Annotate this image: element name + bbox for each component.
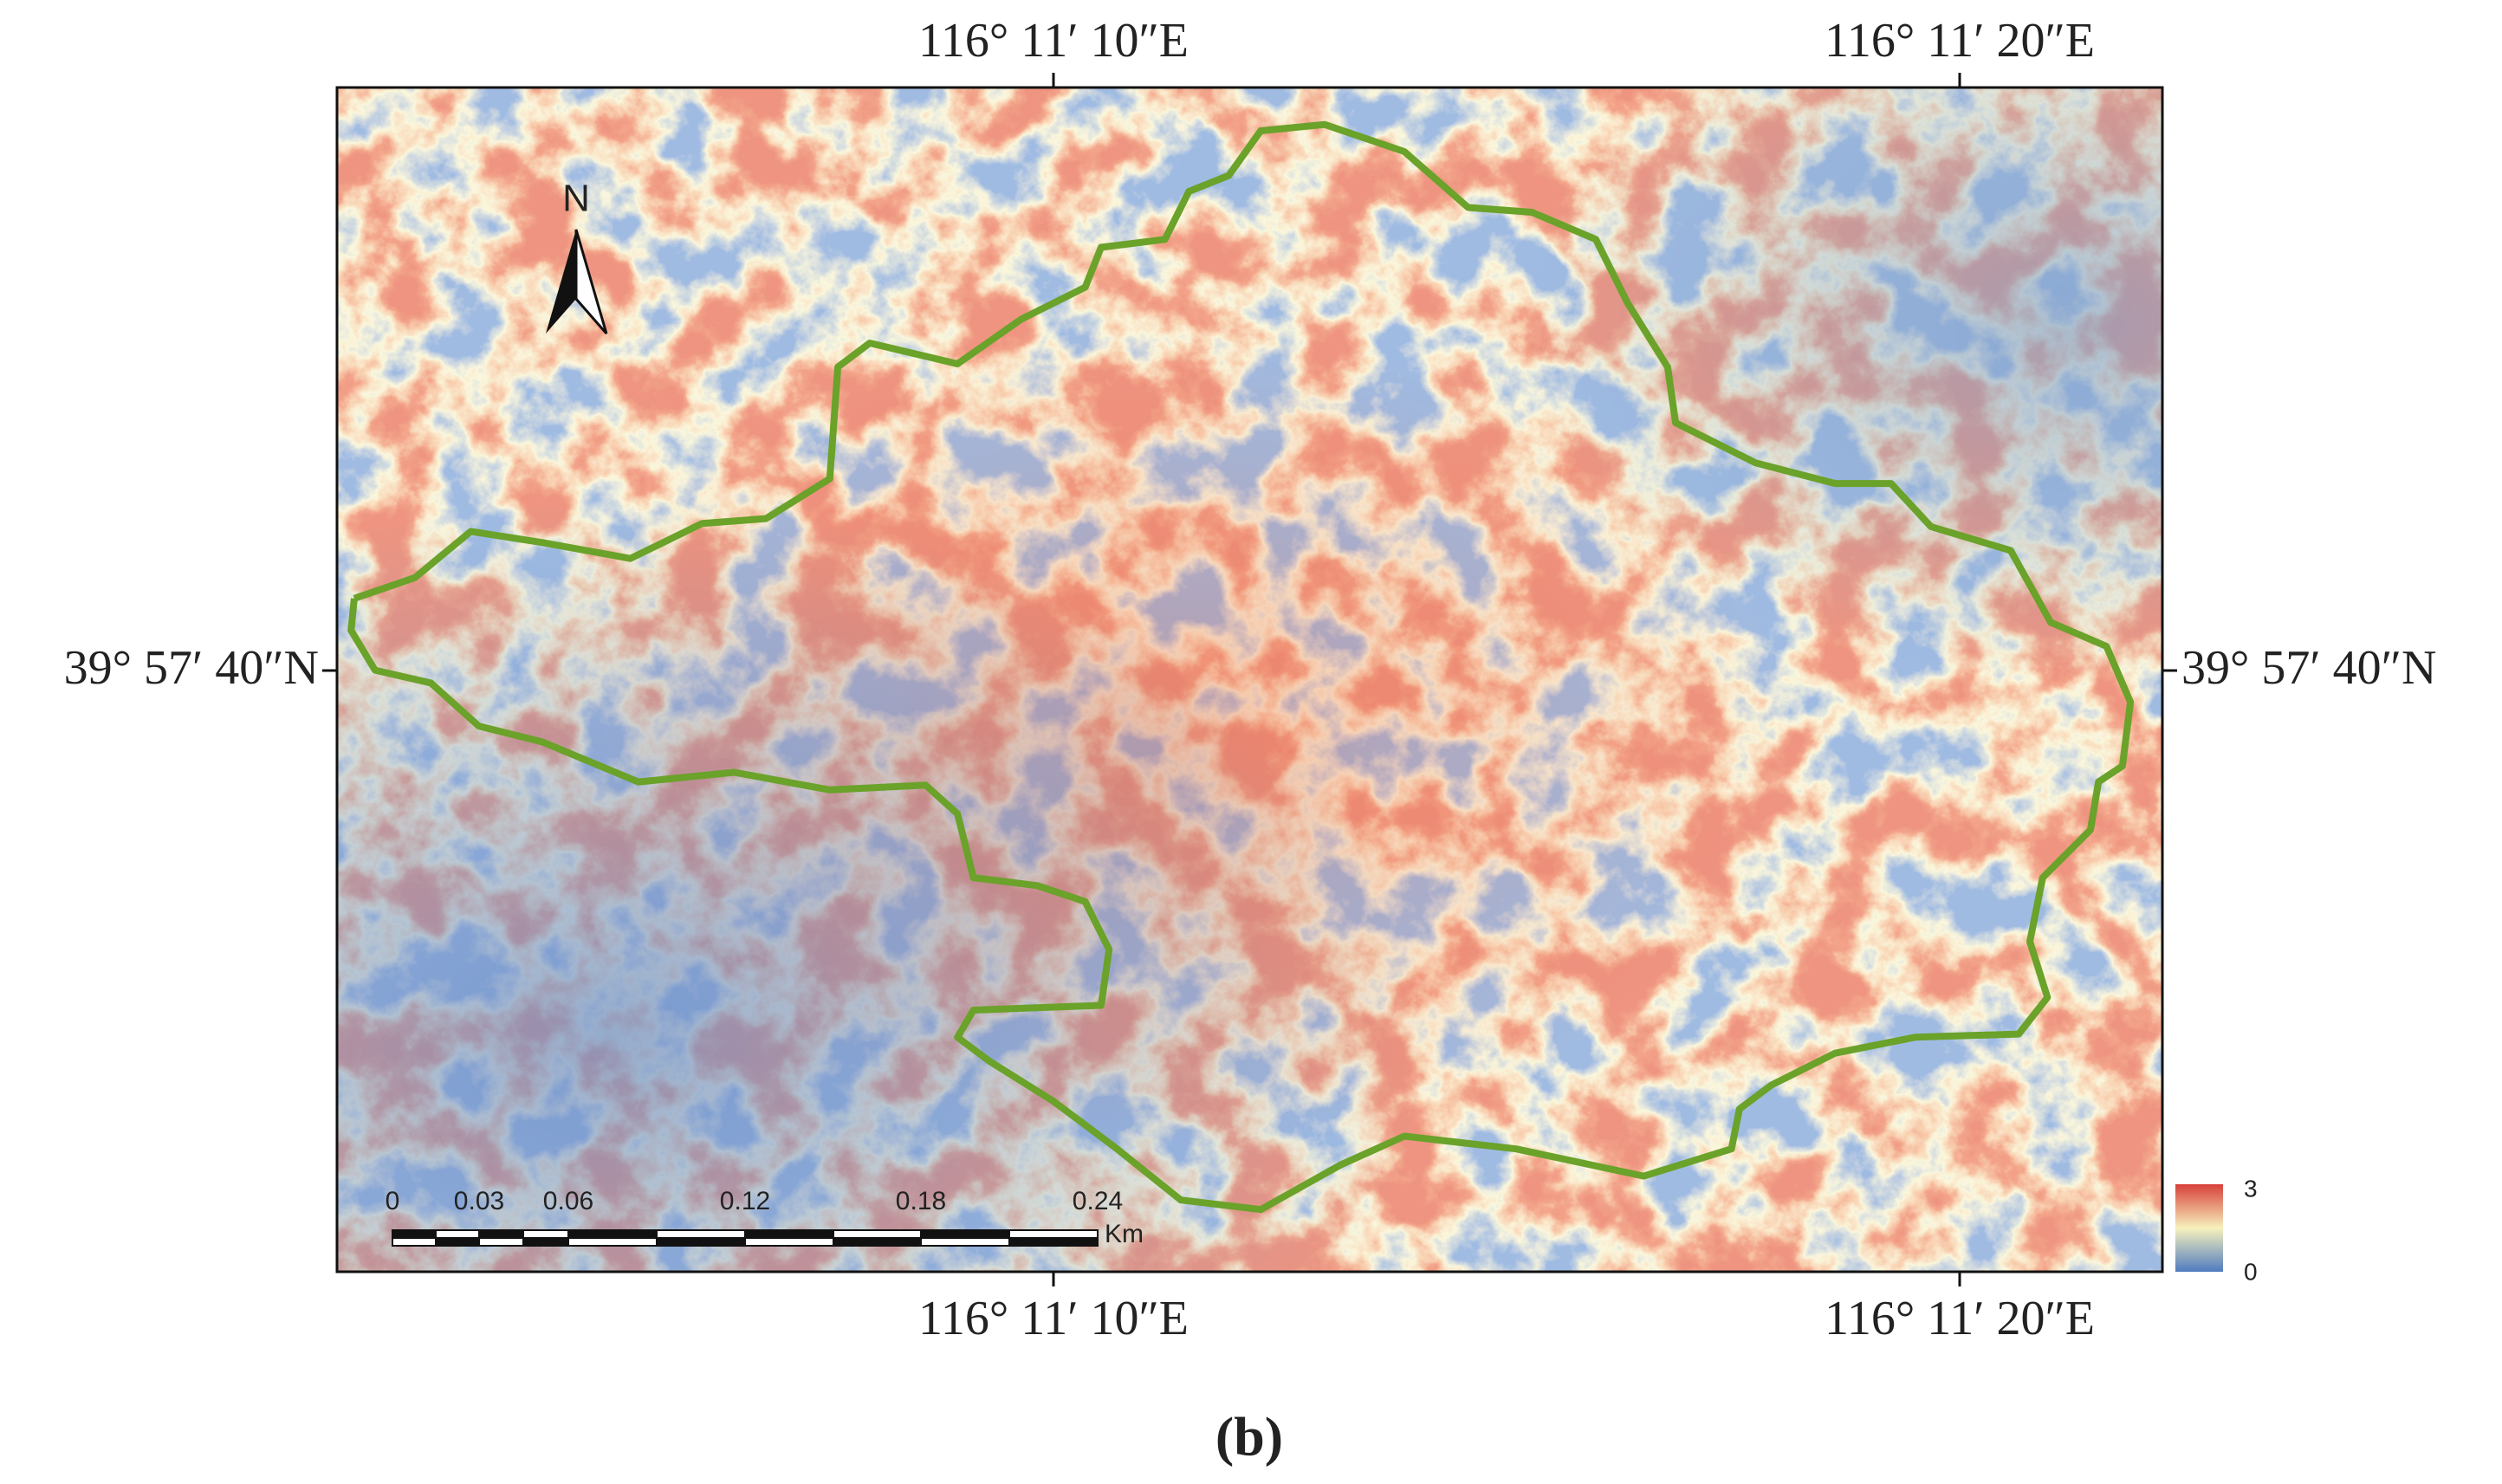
north-arrow: N: [546, 178, 608, 334]
scale-label: 0.06: [543, 1187, 593, 1215]
scale-label: 0.03: [454, 1187, 504, 1215]
scale-label: 0.24: [1073, 1187, 1123, 1215]
scale-segment: [392, 1229, 437, 1239]
scale-segment: [920, 1229, 1010, 1239]
legend-bar: [2175, 1184, 2223, 1272]
scale-segment: [656, 1229, 746, 1239]
caption: (b): [1215, 1406, 1283, 1468]
scale-segment: [1008, 1229, 1099, 1239]
scale-segment: [435, 1229, 480, 1239]
longitude-label: 116° 11′ 10″E: [918, 14, 1189, 68]
latitude-label: 39° 57′ 40″N: [2181, 641, 2436, 695]
scale-segment: [567, 1229, 658, 1239]
map-frame: [335, 86, 2164, 1273]
scale-segment: [478, 1237, 524, 1247]
scale-segment: [435, 1237, 480, 1247]
arrow-left: [546, 230, 576, 334]
arrow-right: [574, 229, 608, 334]
scale-segment: [522, 1229, 569, 1239]
raster-overlay: [337, 87, 2162, 1272]
legend-max: 3: [2244, 1175, 2258, 1202]
study-area-boundary: [347, 120, 2135, 1214]
scale-segment: [744, 1237, 834, 1247]
scale-segment: [567, 1237, 658, 1247]
longitude-label: 116° 11′ 20″E: [1825, 1292, 2095, 1345]
scale-segment: [478, 1229, 524, 1239]
scale-segment: [744, 1229, 834, 1239]
scale-segment: [522, 1237, 569, 1247]
scale-unit: Km: [1105, 1220, 1144, 1248]
scale-segment: [1008, 1237, 1099, 1247]
legend-min: 0: [2244, 1258, 2258, 1285]
latitude-label: 39° 57′ 40″N: [64, 641, 319, 695]
scale-segment: [833, 1237, 922, 1247]
scale-segment: [833, 1229, 922, 1239]
scale-label: 0.12: [720, 1187, 770, 1215]
scale-segment: [392, 1237, 437, 1247]
raster: [337, 87, 2162, 1272]
north-label: N: [562, 178, 590, 220]
scale-segment: [656, 1237, 746, 1247]
scale-bar: 0 0.03 0.06 0.12 0.18 0.24 Km: [386, 1187, 1144, 1248]
longitude-label: 116° 11′ 20″E: [1825, 14, 2095, 68]
scale-label: 0: [386, 1187, 400, 1215]
scale-segment: [920, 1237, 1010, 1247]
scale-label: 0.18: [896, 1187, 946, 1215]
longitude-label: 116° 11′ 10″E: [918, 1292, 1189, 1345]
